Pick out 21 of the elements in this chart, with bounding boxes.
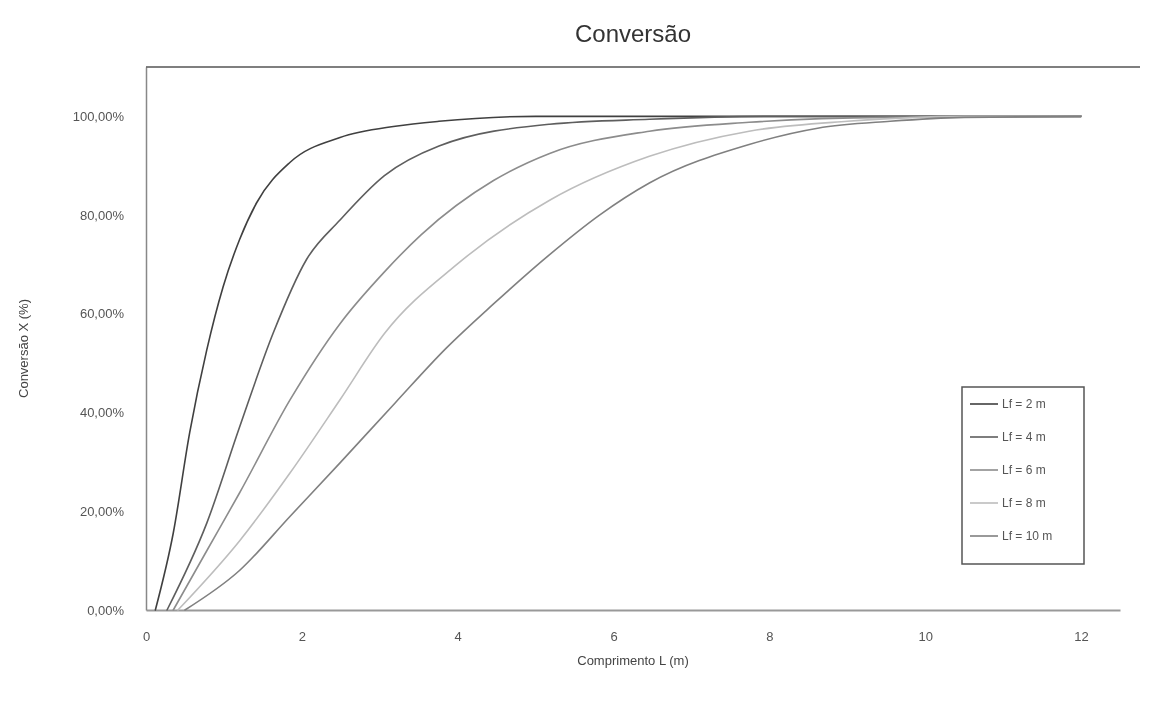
legend-label: Lf = 10 m (1002, 529, 1053, 543)
y-tick-label: 100,00% (72, 109, 125, 125)
y-tick-label: 80,00% (79, 207, 125, 223)
y-tick-label: 60,00% (79, 306, 125, 322)
legend-label: Lf = 6 m (1002, 463, 1046, 477)
x-tick-label: 10 (918, 629, 933, 645)
y-tick-label: 0,00% (87, 602, 125, 618)
x-tick-label: 8 (766, 629, 774, 645)
legend-label: Lf = 2 m (1002, 397, 1046, 411)
y-axis-title: Conversão X (%) (16, 299, 31, 398)
legend-label: Lf = 4 m (1002, 430, 1046, 444)
x-tick-label: 6 (610, 629, 618, 645)
x-tick-label: 2 (298, 629, 306, 645)
chart-title: Conversão (574, 20, 692, 47)
x-axis-title: Comprimento L (m) (577, 653, 689, 668)
x-tick-label: 4 (454, 629, 462, 645)
y-tick-label: 40,00% (79, 405, 125, 421)
x-tick-label: 12 (1074, 629, 1089, 645)
legend-label: Lf = 8 m (1002, 496, 1046, 510)
x-tick-label: 0 (142, 629, 151, 645)
y-tick-label: 20,00% (79, 503, 125, 519)
